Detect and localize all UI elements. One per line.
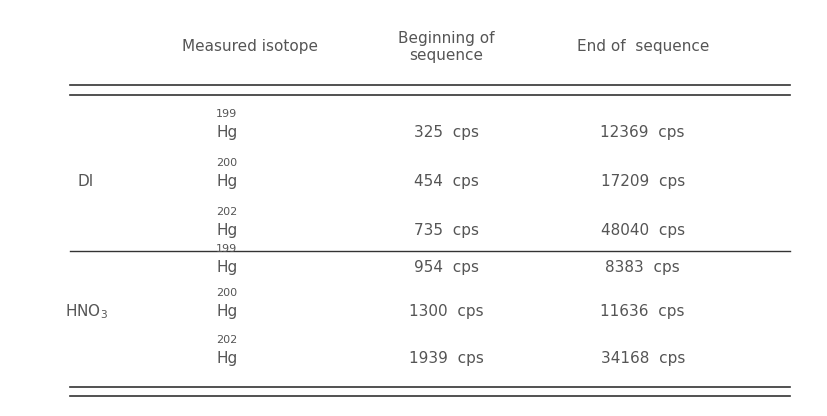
- Text: HNO$_3$: HNO$_3$: [65, 302, 108, 321]
- Text: Hg: Hg: [216, 260, 237, 275]
- Text: 1300  cps: 1300 cps: [409, 305, 484, 319]
- Text: 454  cps: 454 cps: [414, 174, 479, 189]
- Text: Hg: Hg: [216, 223, 237, 238]
- Text: 34168  cps: 34168 cps: [600, 352, 685, 366]
- Text: 8383  cps: 8383 cps: [605, 260, 680, 275]
- Text: 12369  cps: 12369 cps: [600, 125, 685, 140]
- Text: 200: 200: [217, 158, 237, 168]
- Text: Beginning of
sequence: Beginning of sequence: [398, 31, 495, 63]
- Text: DI: DI: [78, 174, 94, 189]
- Text: 17209  cps: 17209 cps: [600, 174, 685, 189]
- Text: Hg: Hg: [216, 174, 237, 189]
- Text: 954  cps: 954 cps: [414, 260, 479, 275]
- Text: Hg: Hg: [216, 352, 237, 366]
- Text: 1939  cps: 1939 cps: [409, 352, 484, 366]
- Text: 199: 199: [216, 109, 237, 119]
- Text: 11636  cps: 11636 cps: [600, 305, 685, 319]
- Text: End of  sequence: End of sequence: [576, 40, 709, 54]
- Text: Hg: Hg: [216, 125, 237, 140]
- Text: 200: 200: [217, 288, 237, 298]
- Text: Measured isotope: Measured isotope: [182, 40, 318, 54]
- Text: 325  cps: 325 cps: [414, 125, 479, 140]
- Text: 735  cps: 735 cps: [414, 223, 479, 238]
- Text: 199: 199: [216, 244, 237, 254]
- Text: Hg: Hg: [216, 305, 237, 319]
- Text: 48040  cps: 48040 cps: [600, 223, 685, 238]
- Text: 202: 202: [216, 335, 237, 345]
- Text: 202: 202: [216, 207, 237, 217]
